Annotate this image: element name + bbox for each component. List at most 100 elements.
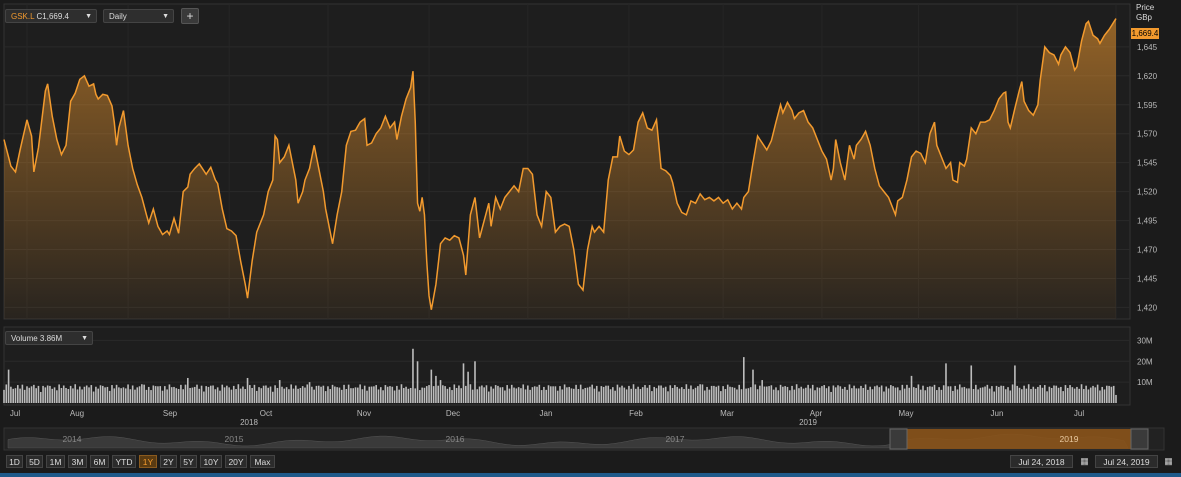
navigator-left-handle[interactable] bbox=[889, 428, 908, 450]
volume-bar bbox=[657, 385, 660, 403]
volume-bar bbox=[954, 385, 956, 403]
volume-bar bbox=[83, 386, 86, 403]
range-button-ytd[interactable]: YTD bbox=[112, 455, 136, 468]
volume-tick-label: 20M bbox=[1137, 357, 1153, 366]
volume-bar bbox=[205, 386, 207, 403]
volume-bar bbox=[499, 387, 502, 403]
range-button-5d[interactable]: 5D bbox=[26, 455, 43, 468]
volume-bar bbox=[469, 384, 472, 403]
calendar-icon[interactable]: ▦ bbox=[1164, 456, 1173, 466]
volume-bar bbox=[995, 385, 998, 403]
interval-label: Daily bbox=[109, 12, 127, 21]
volume-bar bbox=[331, 384, 334, 403]
volume-bar bbox=[389, 386, 391, 403]
add-study-button[interactable]: + bbox=[181, 8, 199, 24]
range-button-1y[interactable]: 1Y bbox=[139, 455, 157, 468]
volume-bar bbox=[871, 389, 874, 403]
volume-bar bbox=[533, 386, 536, 403]
range-button-1m[interactable]: 1M bbox=[46, 455, 65, 468]
volume-bar bbox=[177, 389, 180, 403]
volume-bar bbox=[876, 385, 878, 403]
range-button-10y[interactable]: 10Y bbox=[200, 455, 222, 468]
volume-bar bbox=[761, 380, 763, 403]
date-to-field[interactable]: Jul 24, 2019 bbox=[1095, 455, 1158, 468]
range-button-6m[interactable]: 6M bbox=[90, 455, 109, 468]
range-button-max[interactable]: Max bbox=[250, 455, 275, 468]
chevron-down-icon: ▼ bbox=[81, 335, 88, 342]
volume-bar bbox=[1089, 387, 1092, 403]
volume-bar bbox=[623, 387, 626, 403]
range-button-3m[interactable]: 3M bbox=[68, 455, 87, 468]
volume-bar bbox=[772, 389, 775, 403]
volume-bar bbox=[745, 388, 747, 403]
volume-bar bbox=[651, 391, 653, 403]
volume-bar bbox=[844, 386, 846, 403]
volume-bar bbox=[894, 387, 897, 403]
symbol-selector[interactable]: GSK.L C1,669.4 ▼ bbox=[5, 9, 97, 23]
interval-selector[interactable]: Daily ▼ bbox=[103, 9, 174, 23]
volume-bar bbox=[131, 385, 134, 403]
volume-bar bbox=[602, 386, 605, 403]
navigator-right-handle[interactable] bbox=[1130, 428, 1149, 450]
volume-bar bbox=[722, 386, 724, 403]
volume-bar bbox=[958, 384, 961, 403]
volume-bar bbox=[674, 385, 676, 403]
volume-bar bbox=[368, 386, 371, 403]
volume-bar bbox=[782, 386, 784, 403]
volume-bar bbox=[701, 384, 704, 403]
volume-bar bbox=[370, 386, 373, 403]
volume-bar bbox=[494, 385, 497, 403]
y-tick-label: 1,420 bbox=[1137, 303, 1158, 312]
volume-bar bbox=[212, 385, 214, 403]
volume-bar bbox=[111, 385, 113, 403]
volume-bar bbox=[421, 387, 423, 403]
range-button-1d[interactable]: 1D bbox=[6, 455, 23, 468]
volume-bar bbox=[166, 389, 168, 403]
volume-bar bbox=[458, 385, 460, 403]
volume-bar bbox=[207, 386, 210, 403]
volume-bar bbox=[540, 390, 543, 403]
volume-bar bbox=[5, 384, 8, 403]
range-button-2y[interactable]: 2Y bbox=[160, 455, 177, 468]
volume-bar bbox=[432, 386, 435, 403]
volume-bar bbox=[150, 390, 152, 403]
volume-bar bbox=[988, 388, 991, 403]
volume-bar bbox=[92, 391, 95, 403]
range-button-20y[interactable]: 20Y bbox=[225, 455, 247, 468]
symbol-label: GSK.L bbox=[11, 12, 35, 21]
navigator-year-label: 2017 bbox=[666, 434, 685, 444]
volume-bar bbox=[607, 385, 610, 403]
volume-bar bbox=[278, 380, 281, 403]
volume-bar bbox=[138, 386, 141, 403]
range-button-5y[interactable]: 5Y bbox=[180, 455, 197, 468]
x-tick-label: May bbox=[898, 409, 913, 418]
volume-bar bbox=[329, 389, 332, 403]
volume-bar bbox=[173, 386, 175, 403]
volume-bar bbox=[235, 389, 237, 403]
volume-bar bbox=[600, 386, 603, 403]
volume-bar bbox=[359, 384, 361, 403]
navigator-selection[interactable] bbox=[907, 429, 1131, 449]
volume-bar bbox=[839, 386, 842, 403]
volume-bar bbox=[1096, 384, 1099, 403]
volume-bar bbox=[53, 387, 56, 403]
volume-bar bbox=[191, 387, 194, 403]
volume-bar bbox=[1101, 386, 1104, 403]
volume-bar bbox=[618, 387, 621, 403]
volume-bar bbox=[170, 387, 173, 403]
volume-bar bbox=[487, 391, 490, 403]
volume-bar bbox=[290, 384, 292, 403]
calendar-icon[interactable]: ▦ bbox=[1080, 456, 1089, 466]
volume-bar bbox=[816, 387, 819, 403]
volume-bar bbox=[324, 391, 327, 403]
date-from-field[interactable]: Jul 24, 2018 bbox=[1010, 455, 1073, 468]
volume-bar bbox=[743, 357, 745, 403]
volume-bar bbox=[720, 391, 722, 403]
volume-bar bbox=[706, 386, 708, 403]
volume-bar bbox=[756, 389, 759, 403]
volume-bar bbox=[965, 388, 968, 403]
volume-bar bbox=[175, 388, 178, 403]
volume-bar bbox=[752, 369, 754, 403]
volume-bar bbox=[363, 385, 366, 403]
volume-selector[interactable]: Volume 3.86M ▼ bbox=[5, 331, 93, 345]
